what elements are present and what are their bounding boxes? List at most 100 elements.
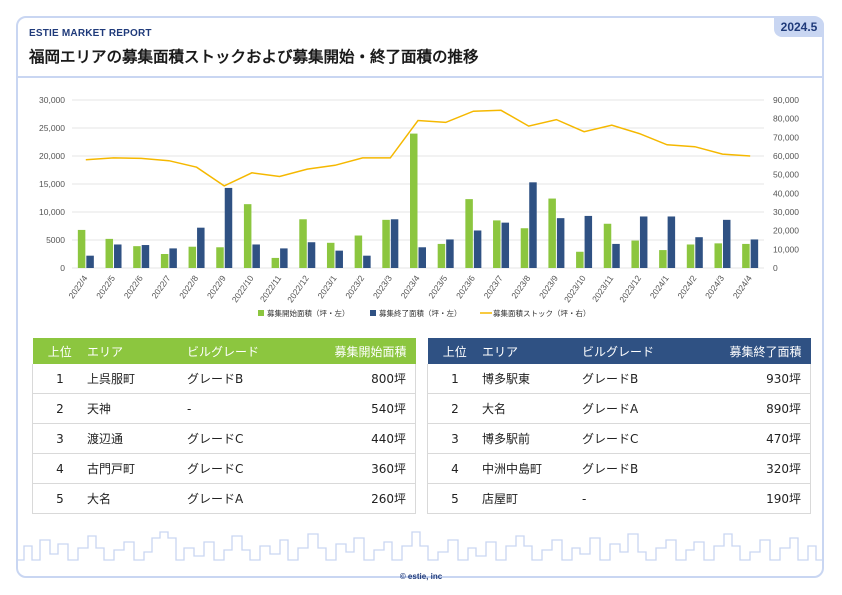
report-frame [16, 16, 824, 578]
report-date-badge: 2024.5 [774, 17, 824, 37]
bar-start-area [77, 229, 86, 268]
bar-end-area [86, 255, 94, 268]
bar-start-area [105, 238, 114, 268]
x-tick-label: 2022/12 [285, 273, 311, 304]
x-tick-label: 2023/5 [426, 273, 449, 300]
bar-start-area [714, 243, 722, 268]
bar-start-area [243, 204, 252, 268]
y-right-tick-label: 50,000 [773, 170, 799, 180]
x-tick-label: 2023/11 [590, 273, 616, 304]
value-cell: 890坪 [712, 393, 811, 424]
legend-swatch [258, 310, 264, 316]
combo-chart: 0 5000 10,000 15,000 20,000 25,000 30,000 0 10,0… [39, 95, 799, 318]
rank-cell: 3 [427, 423, 482, 454]
rank-cell: 1 [32, 364, 87, 394]
area-cell: 博多駅前 [482, 423, 582, 454]
table-row: 2 大名 グレードA 890坪 [427, 393, 811, 424]
value-cell: 260坪 [317, 483, 416, 514]
y-left-tick-label: 25,000 [39, 123, 65, 133]
bar-end-area [114, 244, 122, 268]
bar-start-area [299, 219, 307, 268]
value-cell: 470坪 [712, 423, 811, 454]
area-cell: 天神 [87, 393, 187, 424]
area-cell: 中洲中島町 [482, 453, 582, 484]
bar-end-area [169, 248, 177, 268]
bar-start-area [354, 235, 363, 268]
value-cell: 930坪 [712, 364, 811, 394]
header-rank: 上位 [427, 338, 482, 364]
page-title: 福岡エリアの募集面積ストックおよび募集開始・終了面積の推移 [29, 48, 479, 66]
table-row: 1 博多駅東 グレードB 930坪 [427, 364, 811, 394]
bar-end-area [252, 244, 260, 268]
bar-start-area [160, 254, 169, 268]
bar-end-area [584, 215, 593, 268]
bar-end-area [722, 219, 731, 268]
header-end-area: 募集終了面積 [712, 338, 811, 364]
bar-start-area [548, 198, 556, 268]
table-row: 5 大名 グレードA 260坪 [32, 483, 416, 514]
bar-end-area [750, 239, 759, 268]
rank-cell: 4 [427, 453, 482, 484]
x-tick-label: 2022/8 [177, 273, 200, 300]
bar-end-area [446, 239, 454, 268]
bar-start-area [437, 243, 446, 268]
table-header-row: 上位 エリア ビルグレード 募集終了面積 [427, 338, 811, 364]
x-tick-label: 2023/2 [343, 273, 366, 300]
grade-cell: グレードB [187, 364, 317, 394]
area-cell: 古門戸町 [87, 453, 187, 484]
x-tick-label: 2024/4 [731, 273, 754, 300]
table-row: 4 中洲中島町 グレードB 320坪 [427, 453, 811, 484]
y-left-tick-label: 20,000 [39, 151, 65, 161]
header-start-area: 募集開始面積 [317, 338, 416, 364]
grade-cell: - [187, 393, 317, 424]
value-cell: 360坪 [317, 453, 416, 484]
legend-label: 募集面積ストック（坪・右） [493, 308, 591, 318]
grade-cell: グレードB [582, 453, 712, 484]
y-right-tick-label: 70,000 [773, 132, 799, 142]
bar-end-area [363, 255, 371, 268]
area-cell: 上呉服町 [87, 364, 187, 394]
rank-cell: 3 [32, 423, 87, 454]
title-divider [18, 76, 824, 78]
bar-end-area [197, 227, 205, 268]
grade-cell: グレードC [187, 453, 317, 484]
area-cell: 渡辺通 [87, 423, 187, 454]
x-tick-label: 2022/7 [149, 273, 172, 300]
grade-cell: - [582, 483, 712, 514]
bar-end-area [280, 248, 288, 268]
table-row: 4 古門戸町 グレードC 360坪 [32, 453, 416, 484]
rank-cell: 4 [32, 453, 87, 484]
bar-end-area [639, 216, 648, 268]
bar-start-area [465, 199, 473, 268]
bar-end-area [307, 242, 316, 268]
y-right-tick-label: 80,000 [773, 114, 799, 124]
value-cell: 190坪 [712, 483, 811, 514]
x-tick-label: 2023/6 [454, 273, 477, 300]
x-tick-label: 2022/9 [205, 273, 228, 300]
x-tick-label: 2023/4 [399, 273, 422, 300]
bar-end-area [335, 250, 343, 268]
end-area-ranking-table: 上位 エリア ビルグレード 募集終了面積 1 博多駅東 グレードB 930坪 2 大名グ… [427, 338, 811, 514]
bar-start-area [631, 240, 639, 268]
header-area: エリア [482, 338, 582, 364]
rank-cell: 2 [32, 393, 87, 424]
bar-start-area [742, 243, 750, 268]
legend-swatch [370, 310, 376, 316]
y-right-tick-label: 60,000 [773, 151, 799, 161]
grade-cell: グレードC [582, 423, 712, 454]
x-tick-label: 2024/1 [648, 273, 671, 300]
bar-start-area [410, 133, 418, 268]
bar-start-area [603, 223, 612, 268]
bar-start-area [188, 246, 197, 268]
bar-start-area [216, 247, 224, 268]
x-tick-label: 2023/8 [509, 273, 532, 300]
x-tick-label: 2023/9 [537, 273, 560, 300]
table-row: 3 博多駅前 グレードC 470坪 [427, 423, 811, 454]
bar-start-area [493, 220, 501, 268]
bar-start-area [686, 244, 695, 268]
bar-end-area [473, 230, 482, 268]
legend-label: 募集開始面積（坪・左） [267, 308, 350, 318]
brand-label: ESTIE MARKET REPORT [29, 28, 152, 39]
x-tick-label: 2023/10 [562, 273, 588, 304]
area-cell: 大名 [482, 393, 582, 424]
